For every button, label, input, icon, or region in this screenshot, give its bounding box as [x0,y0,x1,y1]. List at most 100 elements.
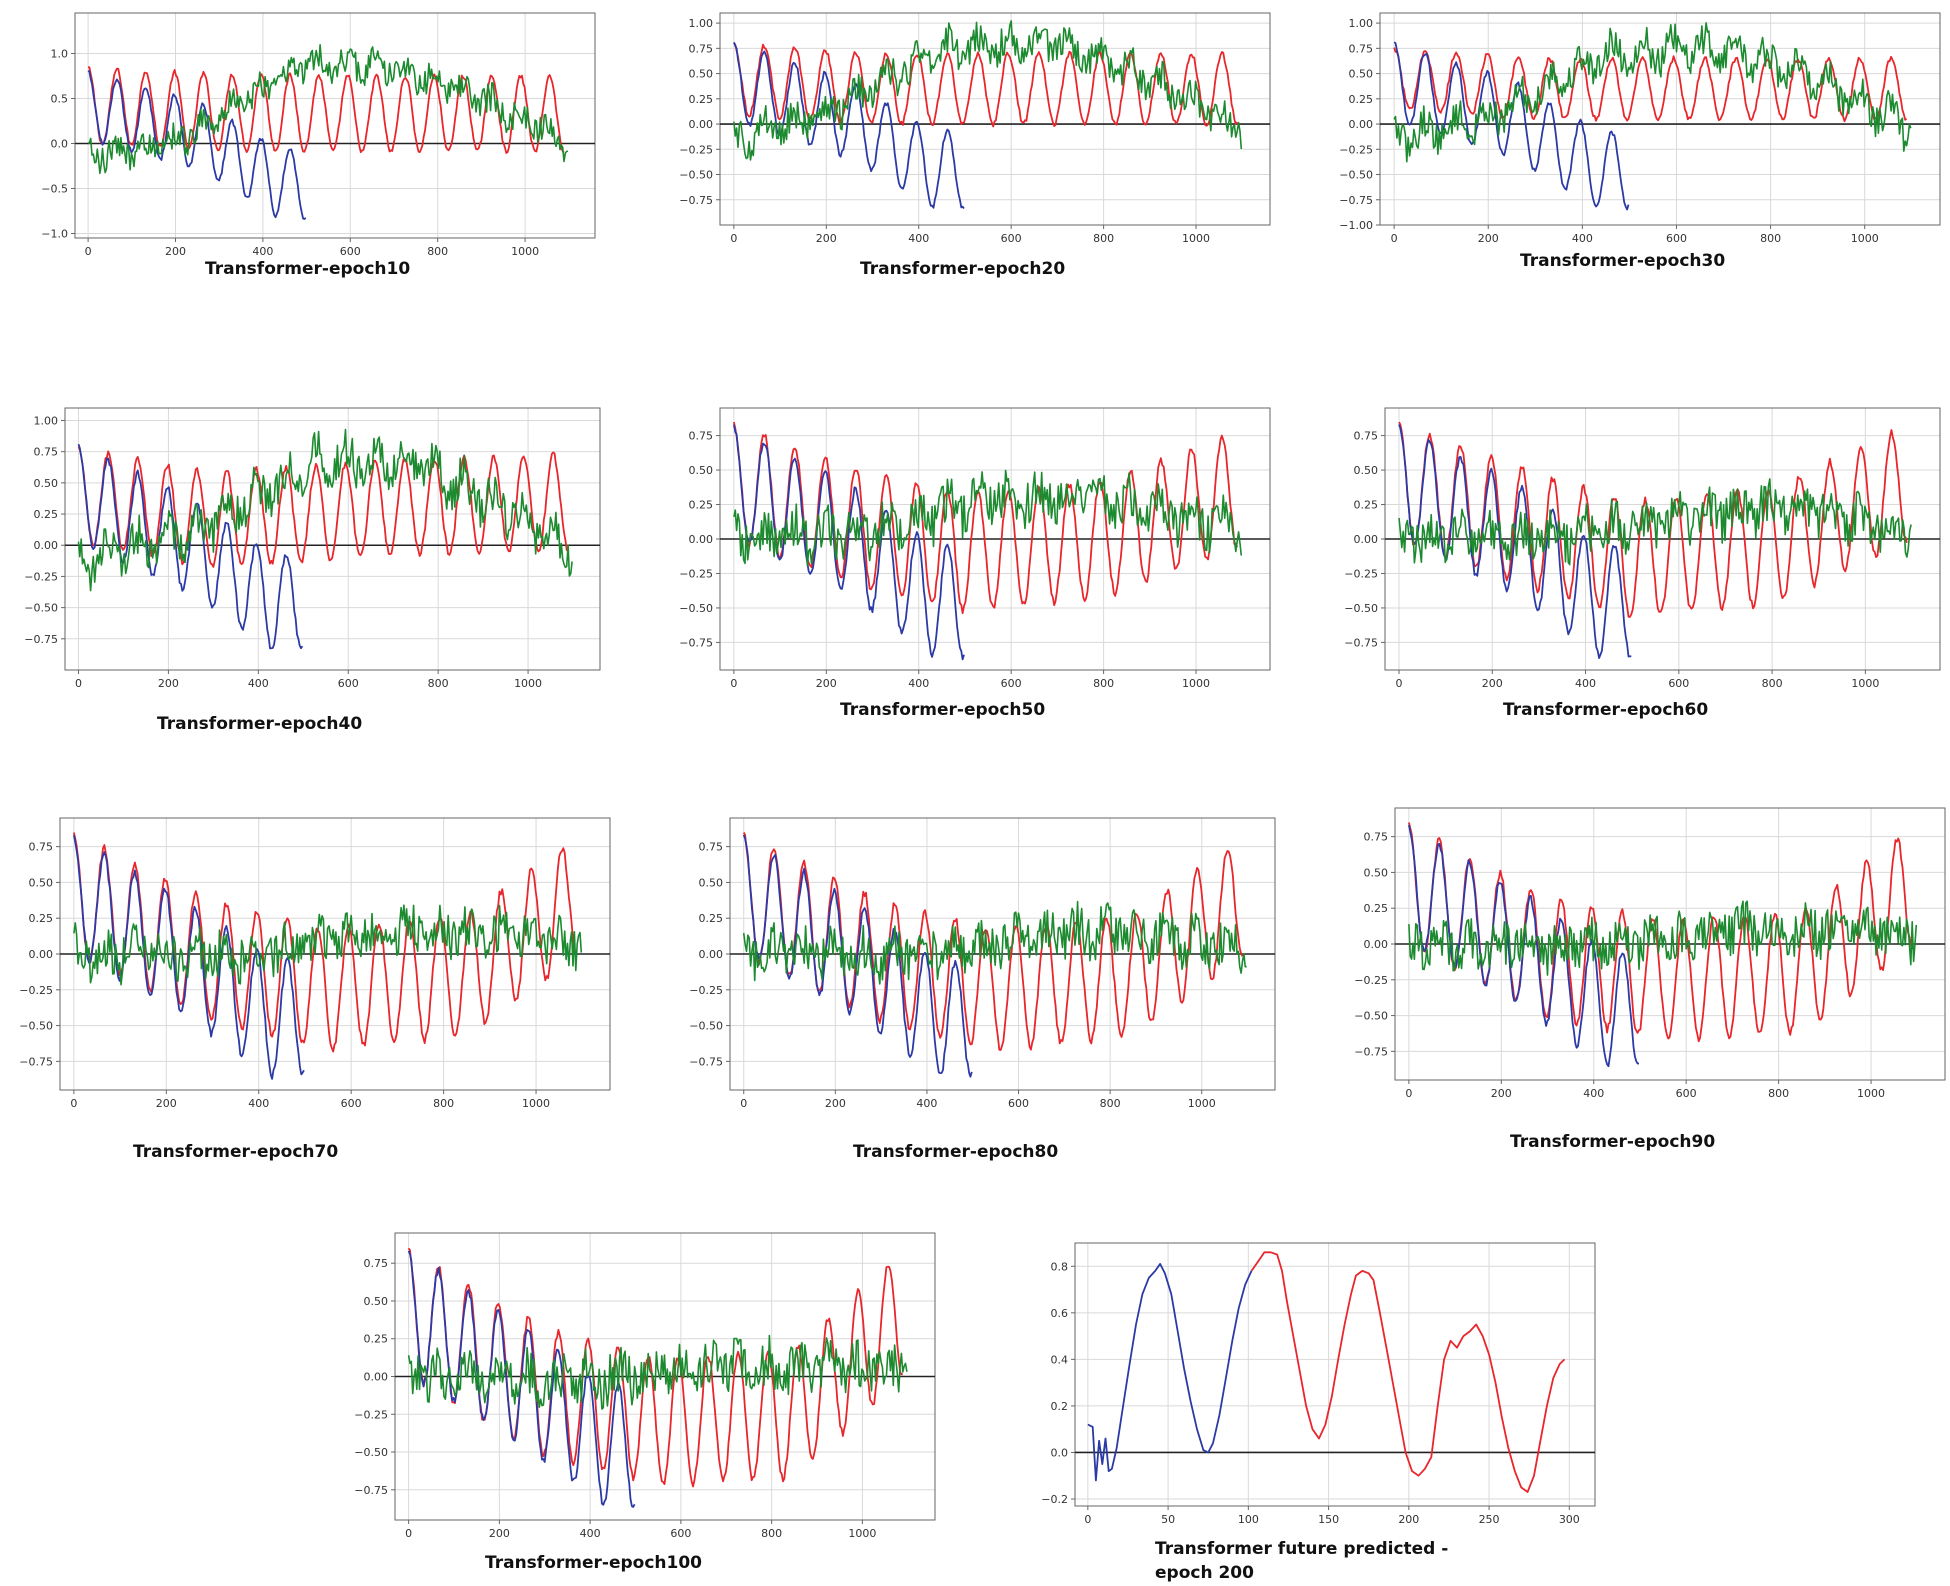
x-tick-label: 0 [730,232,737,245]
x-tick-label: 200 [1398,1513,1419,1526]
series-line-actual [1393,47,1908,123]
panel-epoch60: 0 200 400 600 800 1000 −0.75 −0.50 −0.25 0.00 0.25… [1320,400,1945,745]
x-tick-label: 200 [156,1097,177,1110]
series-line-predicted [733,20,1243,161]
y-tick-label: 0.6 [1051,1307,1069,1320]
x-tick-label: 200 [1491,1087,1512,1100]
x-tick-label: 800 [1760,232,1781,245]
x-tick-label: 400 [252,245,273,258]
y-tick-label: 0.50 [364,1295,389,1308]
panel-epoch10: 0 200 400 600 800 1000 −1.0 −0.5 0.0 0.5 1.0 Trans… [10,5,600,285]
y-tick-label: −0.2 [1041,1493,1068,1506]
caption-epoch30: Transformer-epoch30 [1520,251,1726,271]
y-tick-label: −0.75 [1354,1045,1388,1058]
series-line-predicted [1408,900,1918,976]
caption-epoch20: Transformer-epoch20 [860,259,1066,279]
y-tick-label: 0.75 [34,446,59,459]
y-tick-label: 0.50 [699,876,724,889]
x-tick-label: 200 [816,677,837,690]
y-tick-label: −0.25 [24,570,58,583]
y-tick-label: −0.50 [354,1446,388,1459]
y-tick-label: −0.75 [679,636,713,649]
x-tick-label: 0 [405,1527,412,1540]
y-tick-label: 0.00 [1349,118,1374,131]
series-line-predicted [1393,22,1912,163]
x-tick-label: 600 [340,245,361,258]
x-tick-label: 1000 [1857,1087,1885,1100]
y-tick-label: 0.00 [689,118,714,131]
series-line-predicted [742,900,1247,985]
y-tick-label: 0.00 [364,1371,389,1384]
caption-epoch40: Transformer-epoch40 [157,714,363,734]
x-tick-label: 0 [1391,232,1398,245]
y-tick-label: 0.2 [1051,1400,1069,1413]
x-tick-label: 800 [1100,1097,1121,1110]
x-tick-label: 600 [1001,232,1022,245]
plot-frame [1379,12,1941,226]
x-tick-label: 800 [1762,677,1783,690]
panel-future: 0 50 100 150 200 250 300 −0.2 0.0 0.2 0.4 0.6 0.8 Tr… [995,1225,1635,1585]
y-tick-label: −0.75 [19,1055,53,1068]
plot-frame [74,12,596,239]
chart-epoch70: 0 200 400 600 800 1000 −0.75 −0.50 −0.25 0.00 0.25… [19,817,611,1110]
y-tick-label: 0.00 [1354,533,1379,546]
x-tick-label: 400 [1575,677,1596,690]
x-tick-label: 1000 [1851,232,1879,245]
x-tick-label: 400 [1572,232,1593,245]
chart-epoch50: 0 200 400 600 800 1000 −0.75 −0.50 −0.25 0.00 0.25… [679,407,1271,690]
series-line-train [742,834,973,1078]
x-tick-label: 1000 [1182,677,1210,690]
x-tick-label: 1000 [1851,677,1879,690]
x-tick-label: 800 [1768,1087,1789,1100]
x-tick-label: 250 [1479,1513,1500,1526]
y-tick-label: −0.25 [1344,567,1378,580]
plot-frame [719,12,1271,226]
x-tick-label: 800 [1093,232,1114,245]
x-tick-label: 50 [1161,1513,1175,1526]
x-tick-label: 1000 [514,677,542,690]
y-tick-label: 0.25 [689,499,714,512]
x-tick-label: 0 [70,1097,77,1110]
y-tick-label: −0.50 [1339,169,1373,182]
x-tick-label: 200 [1478,232,1499,245]
caption-epoch100: Transformer-epoch100 [485,1553,702,1573]
x-tick-label: 600 [670,1527,691,1540]
x-tick-label: 600 [1676,1087,1697,1100]
series-line-predicted [733,469,1243,567]
x-tick-label: 1000 [511,245,539,258]
series-line-predicted [407,1334,908,1410]
caption-epoch80: Transformer-epoch80 [853,1142,1059,1162]
y-tick-label: 0.00 [34,539,59,552]
chart-epoch20: 0 200 400 600 800 1000 −0.75 −0.50 −0.25 0.00 0.25… [679,12,1271,245]
y-tick-label: 1.00 [689,17,714,30]
series-line-predicted [77,428,573,592]
panel-epoch30: 0 200 400 600 800 1000 −1.00 −0.75 −0.50 −0.25 0.0… [1320,5,1945,285]
series-line-actual [1398,421,1908,618]
x-tick-label: 200 [158,677,179,690]
x-tick-label: 600 [1001,677,1022,690]
y-tick-label: −0.5 [41,183,68,196]
y-tick-label: −0.50 [1344,602,1378,615]
x-tick-label: 800 [433,1097,454,1110]
y-tick-label: 1.00 [1349,17,1374,30]
series-line-train [1393,41,1630,211]
x-tick-label: 800 [427,245,448,258]
x-tick-label: 0 [85,245,92,258]
series-line-actual [88,66,565,154]
y-tick-label: 0.75 [1349,42,1374,55]
y-tick-label: 0.75 [1364,831,1389,844]
chart-epoch30: 0 200 400 600 800 1000 −1.00 −0.75 −0.50 −0.25 0.0… [1339,12,1941,245]
caption-epoch70: Transformer-epoch70 [133,1142,339,1162]
x-tick-label: 150 [1318,1513,1339,1526]
series-line-actual [733,42,1238,128]
y-tick-label: 0.25 [1364,902,1389,915]
chart-future-predicted: 0 50 100 150 200 250 300 −0.2 0.0 0.2 0.4 0.6 0.8 [1041,1242,1596,1526]
x-tick-label: 400 [248,1097,269,1110]
series-line-train [73,834,305,1080]
chart-epoch100: 0 200 400 600 800 1000 −0.75 −0.50 −0.25 0.00 0.25… [354,1232,936,1540]
series-line-predicted [73,904,583,986]
y-tick-label: 0.25 [699,912,724,925]
x-tick-label: 0 [1084,1513,1091,1526]
x-tick-label: 200 [489,1527,510,1540]
y-tick-label: 0.50 [1354,464,1379,477]
